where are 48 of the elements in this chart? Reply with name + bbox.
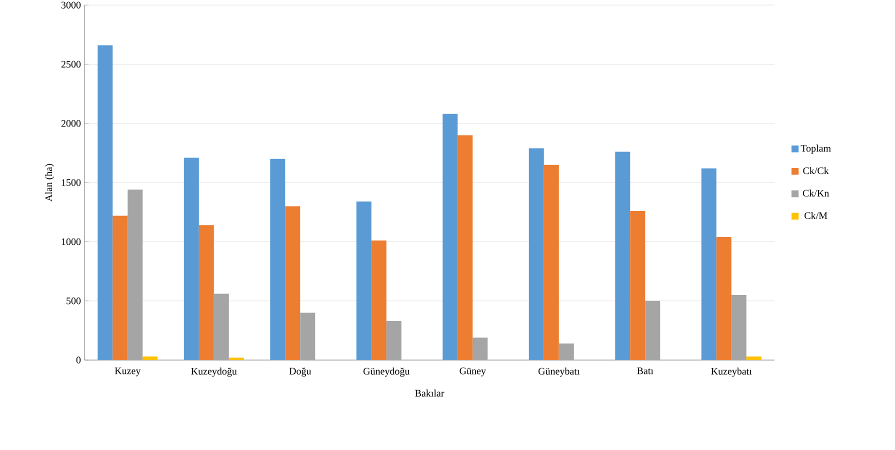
bar (731, 294, 746, 360)
bar (300, 312, 316, 360)
y-tick-label: 3000 (61, 2, 81, 8)
y-tick-label: 2500 (61, 60, 81, 68)
bar (184, 158, 199, 360)
bar (128, 190, 143, 360)
bar (356, 201, 372, 360)
bar (558, 343, 574, 360)
bar (630, 210, 646, 360)
x-tick-label: Kuzeydoğu (191, 368, 237, 377)
x-tick-label: Güneybatı (538, 368, 580, 377)
legend-label: Ck/Kn (802, 190, 830, 197)
y-tick-label: 1000 (62, 238, 81, 246)
legend-label: Ck/Ck (803, 167, 829, 174)
y-tick-label: 0 (76, 356, 81, 364)
bar (472, 338, 488, 360)
x-tick-label: Kuzey (114, 368, 141, 376)
bar (270, 158, 286, 360)
bar (386, 321, 402, 360)
x-tick-label: Güneydoğu (363, 368, 410, 377)
y-tick-label: 1500 (62, 179, 81, 186)
x-tick-label: Kuzeybatı (711, 368, 752, 377)
x-tick-label: Batı (637, 368, 654, 374)
bar (746, 356, 762, 360)
bar (112, 216, 128, 360)
bar (645, 300, 660, 360)
bar (214, 294, 229, 360)
x-tick-label: Güney (460, 368, 486, 376)
bar (716, 236, 732, 360)
bar (98, 45, 113, 360)
x-tick-label: Doğu (289, 368, 312, 377)
bar (198, 225, 214, 360)
bar (228, 358, 244, 360)
bar (371, 240, 386, 360)
bar (528, 148, 544, 360)
y-axis-title: Alan (ha) (45, 164, 54, 202)
legend-label: Toplam (800, 144, 831, 154)
bar (458, 135, 473, 360)
bar (615, 152, 630, 360)
bar (701, 168, 716, 360)
x-axis-title: Bakılar (415, 390, 444, 397)
bar (544, 164, 559, 360)
bar (142, 356, 158, 360)
y-tick-label: 500 (66, 298, 81, 304)
bar (442, 114, 458, 360)
bar (285, 206, 300, 360)
legend-label: Ck/M (804, 212, 828, 220)
y-tick-label: 2000 (61, 120, 81, 127)
